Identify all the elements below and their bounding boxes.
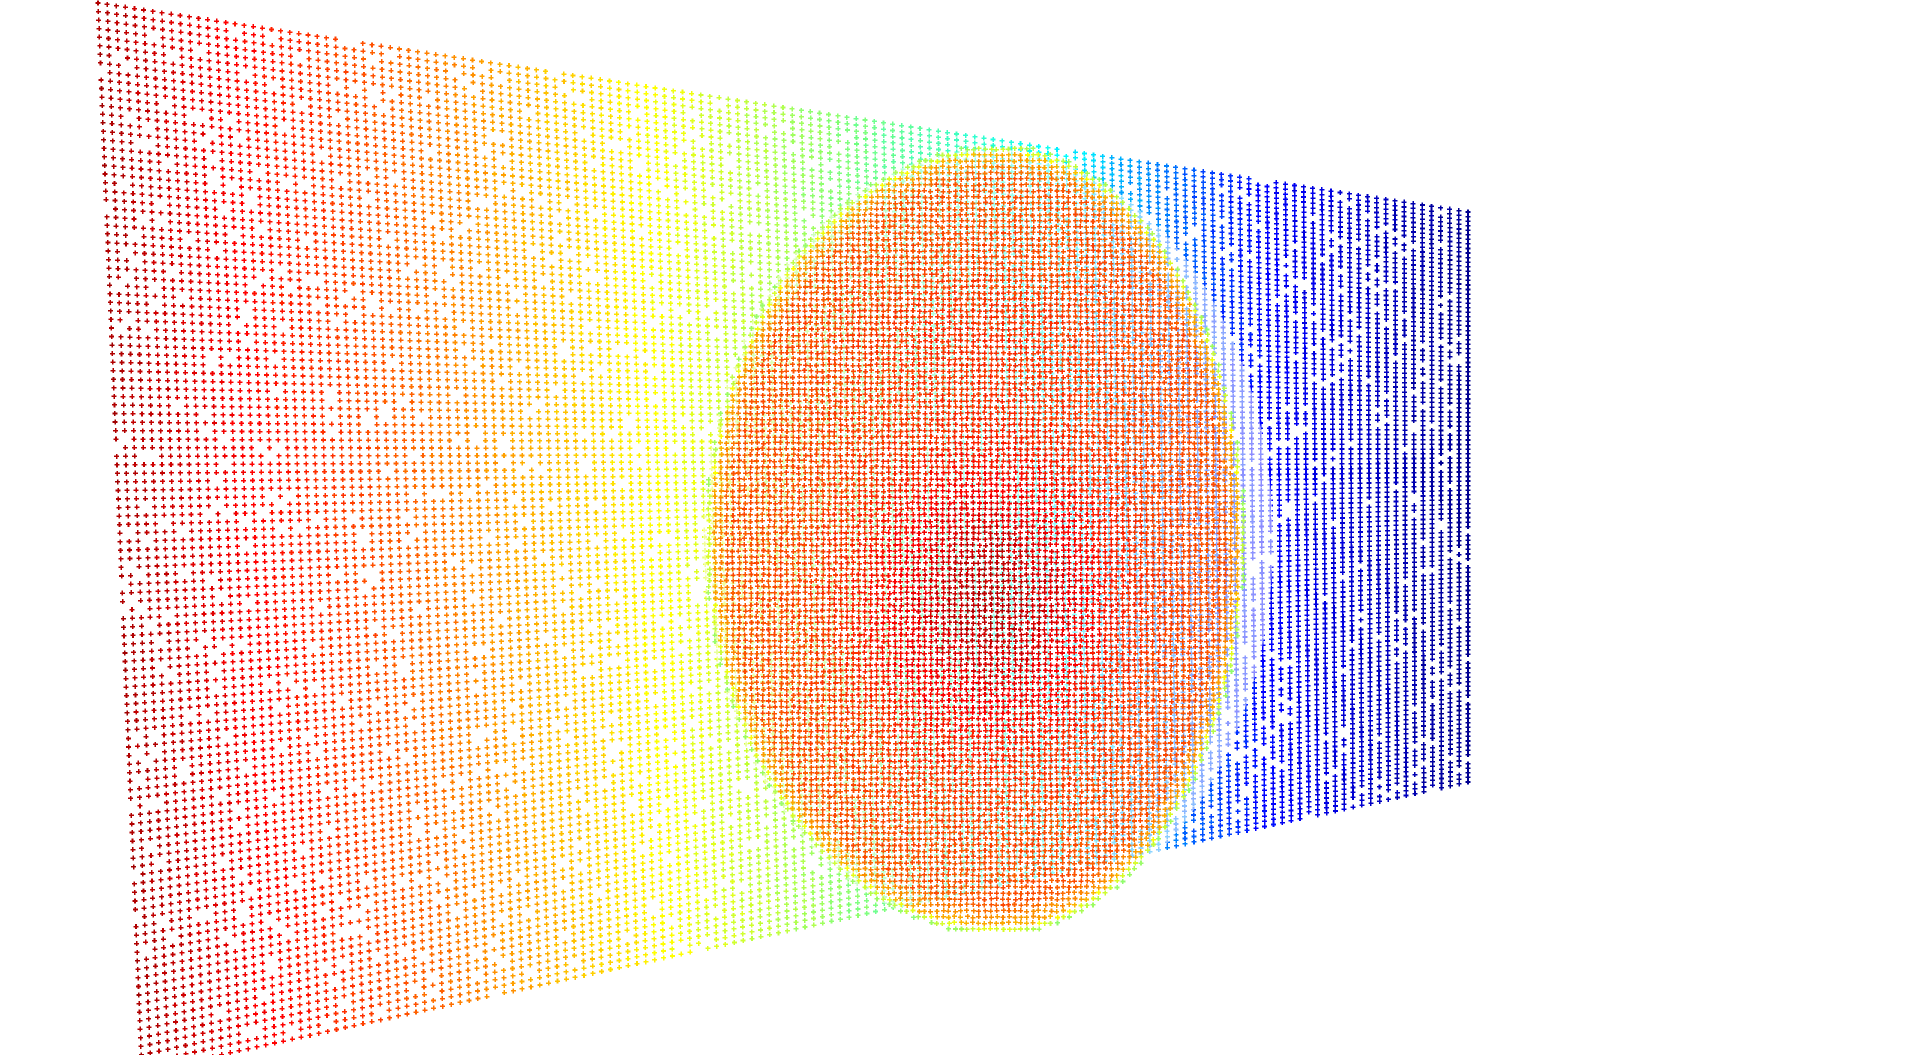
face-points-29 bbox=[754, 230, 1211, 860]
plane-points-5 bbox=[187, 17, 268, 1055]
face-points-40 bbox=[946, 543, 1030, 650]
face-points-20 bbox=[711, 157, 1240, 921]
plane-points-72 bbox=[1320, 190, 1381, 810]
face-points-35 bbox=[880, 464, 1102, 729]
face-points-26 bbox=[724, 175, 1229, 908]
face-points-11 bbox=[705, 152, 1240, 932]
face-points-16 bbox=[712, 152, 1241, 926]
plane-points-17 bbox=[489, 61, 569, 988]
plane-points-4 bbox=[161, 13, 242, 1055]
face-points-15 bbox=[712, 152, 1241, 927]
face-backing bbox=[703, 150, 1273, 930]
plane-points-10 bbox=[306, 35, 390, 1027]
face-points-4 bbox=[730, 146, 1246, 932]
face-points-27 bbox=[712, 182, 1209, 914]
face-points-42 bbox=[911, 584, 1245, 920]
face-points-1 bbox=[706, 147, 1246, 932]
plane-points-25 bbox=[687, 493, 715, 787]
face-points-36 bbox=[891, 488, 1085, 710]
face-points-30 bbox=[712, 243, 1240, 914]
face-points-22 bbox=[724, 164, 1228, 914]
plane-points-16 bbox=[461, 59, 542, 996]
plane-points-2 bbox=[114, 4, 196, 1055]
plane-points-74 bbox=[1383, 198, 1436, 800]
plane-points-13 bbox=[388, 46, 470, 1011]
plane-points-9 bbox=[288, 31, 374, 1032]
face-points-17 bbox=[706, 152, 1240, 932]
face-points-2 bbox=[713, 147, 1246, 829]
face-points-23 bbox=[718, 164, 1234, 914]
plane-points-22 bbox=[616, 79, 693, 961]
plane-points-11 bbox=[333, 40, 419, 1021]
face-points-31 bbox=[802, 271, 1174, 812]
face-points-8 bbox=[705, 145, 1246, 932]
plane-points-1 bbox=[97, 51, 144, 1055]
plane-points-7 bbox=[232, 21, 321, 1042]
face-points-0 bbox=[766, 145, 1246, 926]
plane-points-8 bbox=[261, 27, 346, 1038]
face-points-37 bbox=[904, 500, 1072, 692]
plane-points-18 bbox=[515, 64, 595, 984]
face-points-5 bbox=[705, 146, 1245, 932]
plane-points-0 bbox=[95, 0, 171, 1055]
plane-points-19 bbox=[543, 68, 618, 978]
plane-points-71 bbox=[1292, 184, 1347, 818]
point-cloud-face bbox=[703, 145, 1273, 932]
plane-points-76 bbox=[1438, 208, 1471, 789]
face-points-3 bbox=[707, 145, 1240, 920]
face-points-6 bbox=[706, 146, 1235, 932]
face-points-25 bbox=[724, 175, 1229, 908]
plane-points-6 bbox=[211, 20, 293, 1050]
face-points-10 bbox=[705, 145, 1245, 602]
face-points-7 bbox=[706, 145, 1246, 932]
face-points-19 bbox=[712, 158, 1240, 926]
plane-points-12 bbox=[360, 45, 446, 1015]
face-points-34 bbox=[863, 445, 1114, 740]
plane-points-70 bbox=[1264, 180, 1321, 826]
face-points-41 bbox=[965, 566, 1012, 627]
plane-points-3 bbox=[132, 6, 215, 1055]
face-points-13 bbox=[712, 152, 1240, 926]
face-points-14 bbox=[718, 152, 1241, 919]
face-points-32 bbox=[826, 313, 1150, 788]
plane-points-15 bbox=[442, 53, 516, 1000]
plane-points-23 bbox=[645, 86, 717, 952]
face-points-24 bbox=[723, 169, 1228, 908]
face-points-18 bbox=[713, 159, 1235, 932]
plane-points-75 bbox=[1410, 202, 1462, 795]
face-points-39 bbox=[933, 529, 1048, 656]
face-points-9 bbox=[712, 146, 1247, 932]
plane-points-20 bbox=[570, 74, 645, 972]
face-points-33 bbox=[850, 428, 1126, 764]
face-points-28 bbox=[736, 182, 1203, 758]
plane-points-21 bbox=[598, 78, 672, 965]
face-points-38 bbox=[922, 512, 1060, 686]
plane-points-73 bbox=[1356, 194, 1409, 806]
plane-points-14 bbox=[415, 49, 489, 1005]
face-points-12 bbox=[711, 152, 1235, 932]
face-points-21 bbox=[717, 164, 1234, 920]
plane-points-27 bbox=[705, 330, 711, 336]
